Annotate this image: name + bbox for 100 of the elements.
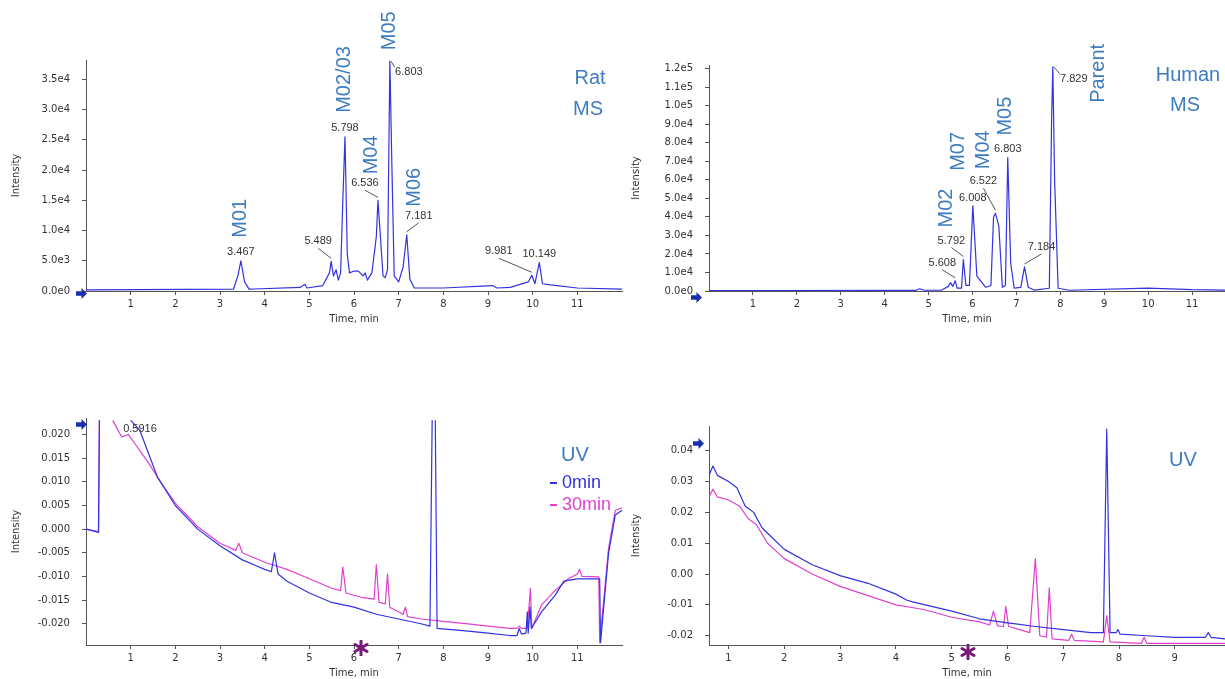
y-tick-label: 0.01 xyxy=(670,536,693,548)
x-tick-label: 6 xyxy=(350,297,358,309)
x-tick-label: 10 xyxy=(526,297,540,309)
y-tick-label: 2.0e4 xyxy=(41,163,70,175)
x-tick-label: 2 xyxy=(781,651,788,663)
y-tick-label: 8.0e4 xyxy=(664,136,693,148)
annotation: M07 xyxy=(946,131,969,171)
y-tick-label: 1.0e4 xyxy=(41,224,70,236)
annotation: 5.608 xyxy=(928,255,957,268)
x-tick-label: 8 xyxy=(440,297,447,309)
annotation: M02 xyxy=(933,188,956,228)
y-tick-label: 5.0e3 xyxy=(41,254,70,266)
y-tick-label: 1.2e5 xyxy=(664,62,693,74)
x-tick-label: 9 xyxy=(1171,651,1178,663)
y-tick-label: 9.0e4 xyxy=(664,117,693,129)
x-tick-label: 9 xyxy=(484,297,492,309)
y-tick-label: -0.020 xyxy=(37,617,70,629)
x-tick-label: 11 xyxy=(1185,297,1199,309)
y-axis-title: Intensity xyxy=(9,509,21,554)
y-tick-label: -0.015 xyxy=(37,593,70,605)
annotation: 3.467 xyxy=(227,244,255,257)
y-tick-label: 1.0e4 xyxy=(664,266,693,278)
annotation: 6.008 xyxy=(959,190,987,203)
x-tick-label: 4 xyxy=(892,651,900,663)
annotation: 5.798 xyxy=(331,120,359,133)
legend-label: 30min xyxy=(562,493,612,514)
x-tick-label: 2 xyxy=(793,297,801,309)
y-axis-title: Intensity xyxy=(9,153,21,198)
x-tick-label: 7 xyxy=(1060,651,1067,663)
annotation: M04 xyxy=(359,135,382,175)
y-tick-label: 3.0e4 xyxy=(664,229,693,241)
x-tick-label: 9 xyxy=(1101,297,1108,309)
x-tick-label: 8 xyxy=(1115,651,1123,663)
x-tick-label: 1 xyxy=(749,297,757,309)
y-tick-label: -0.02 xyxy=(667,629,693,641)
annotation: 6.522 xyxy=(969,174,998,187)
x-tick-label: 3 xyxy=(216,651,224,663)
annotation: M06 xyxy=(402,167,425,207)
x-axis-title: Time, min xyxy=(328,312,379,324)
x-tick-label: 1 xyxy=(127,651,134,663)
x-tick-label: 3 xyxy=(837,297,844,309)
y-tick-label: 7.0e4 xyxy=(664,154,693,166)
x-tick-label: 6 xyxy=(1004,651,1011,663)
x-axis-title: Time, min xyxy=(941,312,992,324)
x-tick-label: 1 xyxy=(127,297,134,309)
annotation: UV xyxy=(1169,447,1198,470)
x-tick-label: 5 xyxy=(306,651,313,663)
y-axis-title: Intensity xyxy=(629,513,641,558)
y-tick-label: -0.01 xyxy=(667,598,693,610)
annotation: 6.803 xyxy=(395,65,423,78)
x-axis-title: Time, min xyxy=(328,666,379,678)
y-tick-label: 0.0e0 xyxy=(41,284,70,296)
x-tick-label: 10 xyxy=(1141,297,1155,309)
y-tick-label: 2.5e4 xyxy=(41,133,70,145)
annotation: 10.149 xyxy=(522,246,557,259)
y-tick-label: 3.5e4 xyxy=(41,72,70,84)
y-tick-label: 6.0e4 xyxy=(664,173,693,185)
x-axis-title: Time, min xyxy=(941,666,992,678)
x-tick-label: 6 xyxy=(350,651,358,663)
annotation: M05 xyxy=(377,11,400,51)
y-tick-label: 1.5e4 xyxy=(41,193,70,205)
y-tick-label: 3.0e4 xyxy=(41,103,70,115)
annotation: 5.792 xyxy=(937,233,966,246)
annotation: 5.489 xyxy=(304,234,332,247)
x-tick-label: 7 xyxy=(1013,297,1020,309)
y-tick-label: 0.0e0 xyxy=(664,284,693,296)
x-tick-label: 10 xyxy=(526,651,540,663)
annotation: Rat xyxy=(574,65,606,88)
annotation: UV xyxy=(561,442,590,465)
y-tick-label: 0.000 xyxy=(41,522,70,534)
annotation: M02/03 xyxy=(332,46,355,113)
annotation: 7.181 xyxy=(404,208,433,221)
y-tick-label: -0.010 xyxy=(37,570,70,582)
x-tick-label: 4 xyxy=(261,651,268,663)
x-tick-label: 5 xyxy=(948,651,955,663)
y-tick-label: 0.00 xyxy=(670,567,693,579)
x-tick-label: 3 xyxy=(216,297,224,309)
y-tick-label: 0.015 xyxy=(41,451,70,463)
annotation: 6.536 xyxy=(351,176,379,189)
y-tick-label: 0.005 xyxy=(41,499,70,511)
legend-label: 0min xyxy=(562,471,602,492)
x-tick-label: 6 xyxy=(969,297,976,309)
x-tick-label: 4 xyxy=(881,297,888,309)
annotation: Parent xyxy=(1086,43,1109,103)
y-tick-label: 1.0e5 xyxy=(664,99,693,111)
x-tick-label: 2 xyxy=(172,297,179,309)
x-tick-label: 4 xyxy=(261,297,268,309)
y-tick-label: 1.1e5 xyxy=(664,80,693,92)
y-tick-label: 2.0e4 xyxy=(664,247,693,259)
annotation: M01 xyxy=(228,198,251,238)
x-tick-label: 9 xyxy=(484,651,492,663)
y-tick-label: 0.02 xyxy=(670,505,693,517)
x-tick-label: 1 xyxy=(725,651,732,663)
x-tick-label: 2 xyxy=(172,651,179,663)
annotation: MS xyxy=(1170,92,1200,115)
x-tick-label: 8 xyxy=(440,651,447,663)
x-tick-label: 11 xyxy=(570,297,584,309)
annotation: M05 xyxy=(993,96,1016,136)
annotation: Human xyxy=(1155,62,1221,85)
y-tick-label: -0.005 xyxy=(37,546,70,558)
